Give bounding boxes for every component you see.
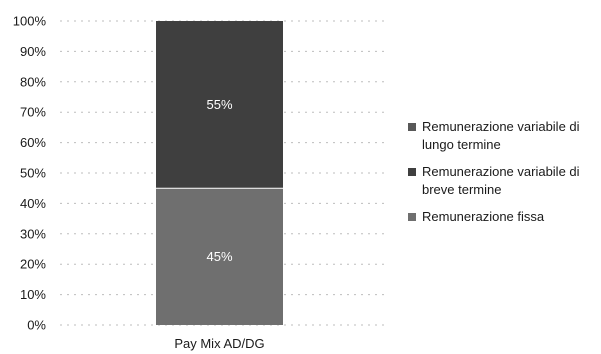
y-tick-label-8: 80% bbox=[20, 74, 46, 89]
legend-swatch-long-term bbox=[408, 123, 416, 131]
legend: Remunerazione variabile di lungo termine… bbox=[408, 118, 600, 235]
bar-segment-1 bbox=[156, 21, 283, 189]
y-axis-ticks: 0% 10% 20% 30% 40% 50% 60% 70% 80% 90% 100% bbox=[13, 14, 47, 333]
legend-swatch-fixed bbox=[408, 213, 416, 221]
y-tick-label-3: 30% bbox=[20, 226, 46, 241]
y-tick-label-10: 100% bbox=[13, 14, 47, 29]
data-label-0: 45% bbox=[206, 249, 232, 264]
legend-item-fixed: Remunerazione fissa bbox=[408, 208, 600, 226]
legend-item-short-term: Remunerazione variabile di breve termine bbox=[408, 163, 600, 199]
legend-label-long-term: Remunerazione variabile di lungo termine bbox=[422, 119, 580, 152]
legend-item-long-term: Remunerazione variabile di lungo termine bbox=[408, 118, 600, 154]
y-tick-label-6: 60% bbox=[20, 135, 46, 150]
legend-label-short-term: Remunerazione variabile di breve termine bbox=[422, 164, 580, 197]
bar-segment-0 bbox=[156, 188, 283, 325]
bars: 45% 55% bbox=[156, 21, 283, 325]
y-tick-label-2: 20% bbox=[20, 257, 46, 272]
y-tick-label-4: 40% bbox=[20, 196, 46, 211]
x-axis-categories: Pay Mix AD/DG bbox=[174, 336, 264, 351]
y-tick-label-9: 90% bbox=[20, 44, 46, 59]
y-tick-label-7: 70% bbox=[20, 105, 46, 120]
y-tick-label-1: 10% bbox=[20, 287, 46, 302]
y-tick-label-5: 50% bbox=[20, 166, 46, 181]
y-tick-label-0: 0% bbox=[27, 318, 46, 333]
legend-swatch-short-term bbox=[408, 168, 416, 176]
data-label-1: 55% bbox=[206, 97, 232, 112]
legend-label-fixed: Remunerazione fissa bbox=[422, 209, 545, 224]
x-category-label-0: Pay Mix AD/DG bbox=[174, 336, 264, 351]
